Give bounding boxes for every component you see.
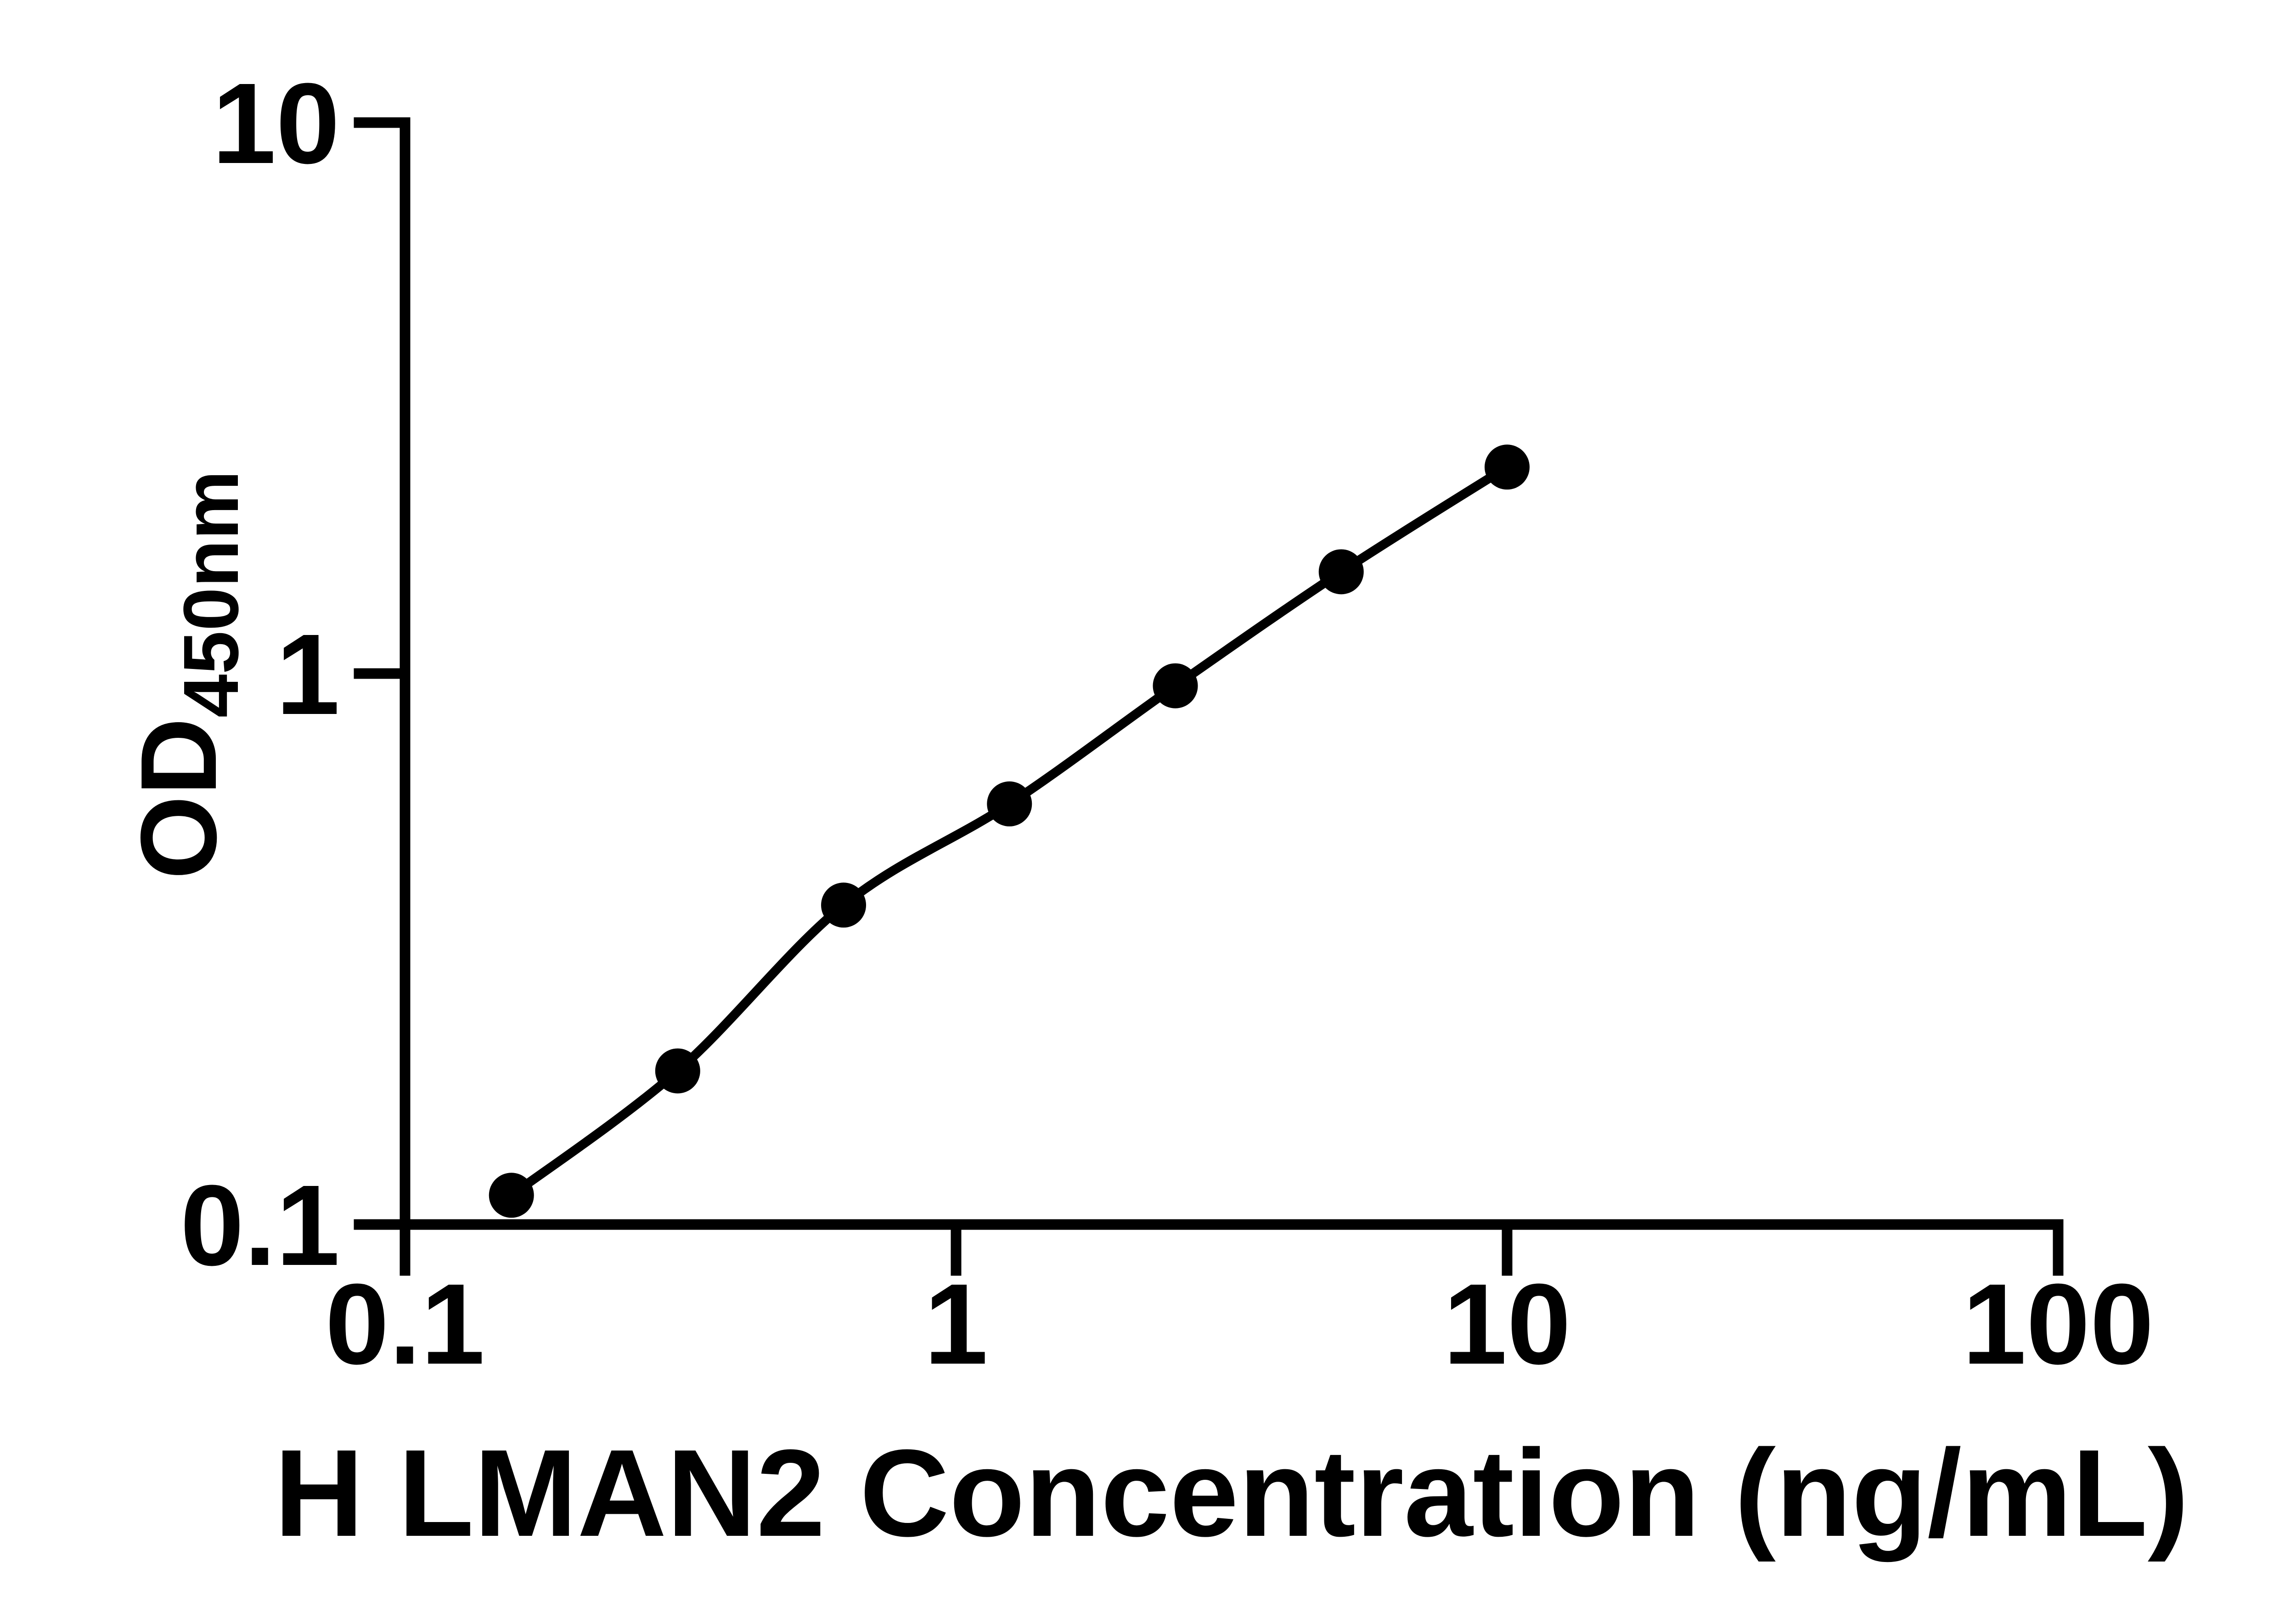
x-tick-label: 1: [924, 1260, 988, 1388]
x-tick-label: 0.1: [325, 1260, 485, 1388]
data-point: [1153, 663, 1198, 708]
data-point: [1318, 549, 1364, 595]
y-axis-title: OD450nm: [118, 470, 255, 879]
x-tick-label: 100: [1962, 1260, 2154, 1388]
data-point: [1485, 444, 1530, 490]
y-tick-label: 10: [212, 59, 340, 187]
y-axis-ticks: [354, 117, 405, 1230]
x-tick-labels: 0.1 1 10 100: [325, 1260, 2154, 1388]
x-axis-title: H LMAN2 Concentration (ng/mL): [274, 1424, 2189, 1563]
y-axis-title-subscript: 450nm: [168, 470, 255, 718]
x-tick-label: 10: [1443, 1260, 1571, 1388]
data-point: [821, 882, 867, 928]
axes: [354, 117, 2064, 1230]
data-point: [655, 1048, 700, 1094]
y-tick-label: 1: [276, 610, 340, 738]
x-axis-ticks: [400, 1225, 2064, 1276]
y-axis-title-base: OD: [118, 718, 239, 880]
y-tick-labels: 0.1 1 10: [180, 59, 340, 1289]
data-point: [987, 781, 1032, 826]
y-tick-label: 0.1: [180, 1161, 340, 1289]
data-point: [489, 1173, 534, 1218]
data-series: [489, 444, 1530, 1218]
